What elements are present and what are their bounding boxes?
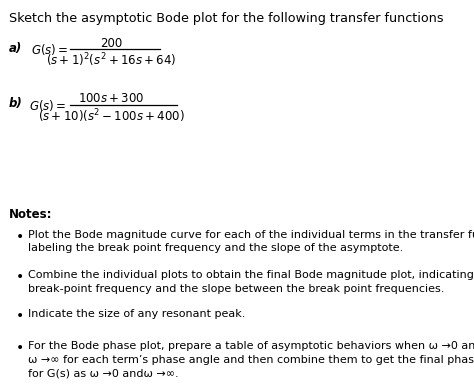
Text: 200: 200 (100, 37, 122, 50)
Text: $G(s)=$: $G(s)=$ (29, 98, 67, 113)
Text: •: • (16, 341, 24, 355)
Text: •: • (16, 230, 24, 244)
Text: •: • (16, 309, 24, 323)
Text: a): a) (9, 41, 22, 55)
Text: Combine the individual plots to obtain the final Bode magnitude plot, indicating: Combine the individual plots to obtain t… (28, 270, 474, 294)
Text: $100s+300$: $100s+300$ (78, 92, 144, 105)
Text: For the Bode phase plot, prepare a table of asymptotic behaviors when ω →0 and
ω: For the Bode phase plot, prepare a table… (28, 341, 474, 378)
Text: Indicate the size of any resonant peak.: Indicate the size of any resonant peak. (28, 309, 245, 319)
Text: •: • (16, 270, 24, 284)
Text: $G(s)=$: $G(s)=$ (31, 42, 68, 57)
Text: Plot the Bode magnitude curve for each of the individual terms in the transfer f: Plot the Bode magnitude curve for each o… (28, 230, 474, 253)
Text: $(s+1)^2(s^2+16s+64)$: $(s+1)^2(s^2+16s+64)$ (46, 51, 176, 69)
Text: $(s+10)(s^2-100s+400)$: $(s+10)(s^2-100s+400)$ (37, 107, 184, 125)
Text: Sketch the asymptotic Bode plot for the following transfer functions: Sketch the asymptotic Bode plot for the … (9, 12, 444, 25)
Text: b): b) (9, 97, 23, 110)
Text: Notes:: Notes: (9, 207, 53, 221)
